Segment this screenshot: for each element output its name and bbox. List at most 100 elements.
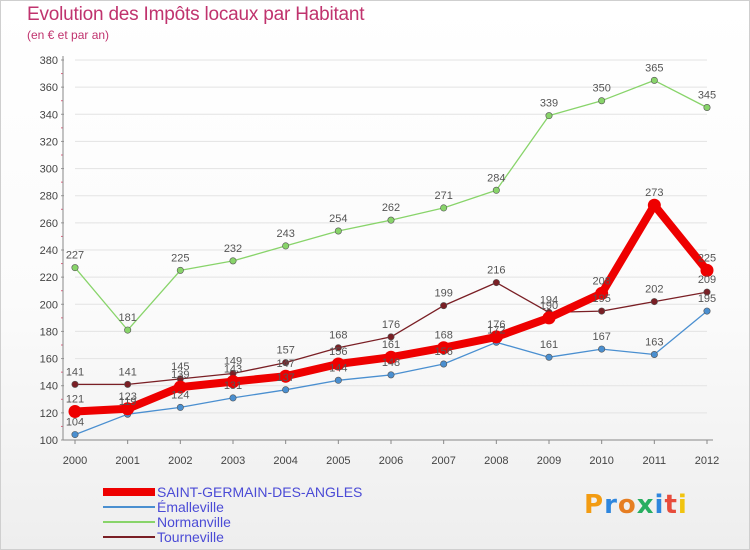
data-point-saint-germain-des-angles — [226, 375, 240, 389]
y-tick-label: 100 — [40, 435, 58, 447]
x-tick-label: 2001 — [115, 455, 139, 467]
y-tick-label: 140 — [40, 381, 58, 393]
legend-label: SAINT-GERMAIN-DES-ANGLES — [157, 484, 363, 500]
x-tick-label: 2000 — [63, 455, 87, 467]
data-point-normanville — [545, 112, 553, 120]
y-tick-label: 120 — [40, 408, 58, 420]
y-tick-label: 320 — [40, 136, 58, 148]
data-point-tourneville — [492, 279, 500, 287]
data-label-saint-germain-des-angles: 147 — [276, 358, 294, 370]
data-label-tourneville: 145 — [171, 361, 189, 373]
data-label-saint-germain-des-angles: 208 — [592, 275, 610, 287]
data-point-saint-germain-des-angles — [121, 402, 135, 416]
data-point-saint-germain-des-angles — [173, 380, 187, 394]
data-point-emalleville — [703, 307, 711, 315]
data-label-emalleville: 148 — [382, 357, 400, 369]
x-tick-label: 2005 — [326, 455, 350, 467]
data-point-normanville — [282, 242, 290, 250]
data-label-tourneville: 195 — [592, 293, 610, 305]
data-label-emalleville: 131 — [224, 380, 242, 392]
data-point-emalleville — [71, 431, 79, 439]
legend-label: Normanville — [157, 514, 231, 530]
x-tick-label: 2002 — [168, 455, 192, 467]
data-label-normanville: 181 — [118, 312, 136, 324]
x-tick-label: 2007 — [431, 455, 455, 467]
data-label-emalleville: 161 — [540, 339, 558, 351]
legend-swatch — [103, 536, 155, 538]
data-point-saint-germain-des-angles — [700, 263, 714, 277]
data-point-saint-germain-des-angles — [647, 198, 661, 212]
logo-letter: i — [654, 490, 665, 520]
data-label-saint-germain-des-angles: 168 — [434, 330, 452, 342]
data-label-emalleville: 167 — [592, 331, 610, 343]
data-point-tourneville — [282, 359, 290, 367]
data-point-tourneville — [703, 288, 711, 296]
legend-item: Émalleville — [103, 499, 224, 515]
x-tick-label: 2003 — [221, 455, 245, 467]
legend-item: Tourneville — [103, 529, 224, 545]
data-point-normanville — [650, 76, 658, 84]
x-tick-label: 2011 — [643, 455, 667, 467]
data-point-saint-germain-des-angles — [437, 341, 451, 355]
data-label-emalleville: 144 — [329, 362, 347, 374]
data-label-emalleville: 156 — [434, 346, 452, 358]
data-label-saint-germain-des-angles: 176 — [487, 319, 505, 331]
data-label-tourneville: 141 — [118, 366, 136, 378]
data-label-saint-germain-des-angles: 161 — [382, 339, 400, 351]
data-point-emalleville — [282, 386, 290, 394]
y-tick-label: 160 — [40, 354, 58, 366]
logo-letter: P — [584, 490, 605, 520]
data-point-tourneville — [650, 298, 658, 306]
data-label-tourneville: 194 — [540, 294, 558, 306]
data-label-emalleville: 104 — [66, 417, 84, 429]
data-point-normanville — [492, 186, 500, 194]
data-label-normanville: 254 — [329, 213, 347, 225]
data-point-normanville — [334, 227, 342, 235]
data-label-normanville: 350 — [592, 83, 610, 95]
data-label-tourneville: 157 — [276, 345, 294, 357]
data-label-normanville: 271 — [434, 190, 452, 202]
y-tick-label: 240 — [40, 245, 58, 257]
data-point-normanville — [440, 204, 448, 212]
data-point-saint-germain-des-angles — [489, 330, 503, 344]
data-label-normanville: 365 — [645, 62, 663, 74]
data-point-emalleville — [229, 394, 237, 402]
x-tick-label: 2009 — [537, 455, 561, 467]
data-label-tourneville: 141 — [66, 366, 84, 378]
data-point-emalleville — [176, 403, 184, 411]
chart-subtitle: (en € et par an) — [27, 28, 110, 42]
x-tick-label: 2006 — [379, 455, 403, 467]
data-label-emalleville: 119 — [119, 396, 137, 408]
logo-letter: o — [617, 490, 637, 520]
data-point-saint-germain-des-angles — [542, 311, 556, 325]
y-tick-label: 380 — [40, 55, 58, 67]
y-tick-label: 220 — [40, 272, 58, 284]
data-point-normanville — [229, 257, 237, 265]
logo-letter: t — [664, 490, 678, 520]
data-label-normanville: 284 — [487, 172, 505, 184]
chart-title: Evolution des Impôts locaux par Habitant — [27, 4, 365, 25]
data-point-tourneville — [598, 307, 606, 315]
logo-letter: r — [604, 490, 618, 520]
legend-swatch — [103, 488, 155, 496]
legend-swatch — [103, 506, 155, 508]
data-label-emalleville: 172 — [487, 324, 505, 336]
data-point-tourneville — [124, 380, 132, 388]
data-label-normanville: 339 — [540, 98, 558, 110]
data-label-saint-germain-des-angles: 156 — [329, 346, 347, 358]
logo-letter: x — [636, 490, 655, 520]
y-tick-label: 260 — [40, 218, 58, 230]
data-point-saint-germain-des-angles — [384, 350, 398, 364]
data-point-normanville — [387, 216, 395, 224]
data-label-normanville: 232 — [224, 243, 242, 255]
data-point-emalleville — [440, 360, 448, 368]
data-point-emalleville — [334, 376, 342, 384]
data-label-emalleville: 163 — [645, 337, 663, 349]
legend-swatch — [103, 521, 155, 523]
legend-item: SAINT-GERMAIN-DES-ANGLES — [103, 484, 362, 500]
data-label-saint-germain-des-angles: 139 — [171, 369, 189, 381]
legend-item: Normanville — [103, 514, 231, 530]
data-label-saint-germain-des-angles: 123 — [118, 391, 136, 403]
x-tick-label: 2012 — [695, 455, 719, 467]
